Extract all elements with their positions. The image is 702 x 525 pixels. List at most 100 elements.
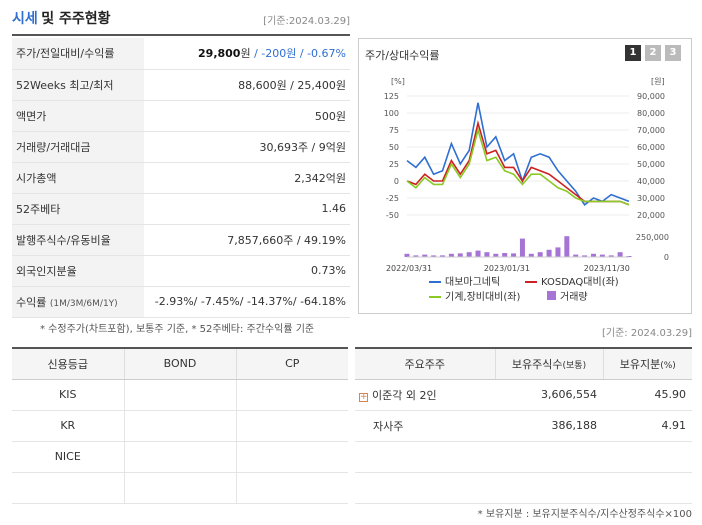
holder-name-cell: + 이준각 외 2인 <box>355 379 495 411</box>
legend-label: KOSDAQ대비(좌) <box>541 276 619 288</box>
row-value: 30,693주 / 9억원 <box>144 131 350 163</box>
holder-pct: 45.90 <box>603 379 692 411</box>
holder-name-cell <box>355 472 495 504</box>
row-label: 발행주식수/유동비율 <box>12 224 144 256</box>
y2-tick-label: 80,000 <box>637 109 665 118</box>
row-label: 52Weeks 최고/최저 <box>12 69 144 101</box>
holder-name-cell <box>355 441 495 473</box>
y2-tick-label: 90,000 <box>637 92 665 101</box>
cp-cell <box>236 379 348 411</box>
chart-title: 주가/상대수익률 <box>365 49 440 62</box>
row-label-text: 수익률 <box>16 295 47 309</box>
row-value: 500원 <box>144 100 350 132</box>
chart-tab-2[interactable]: 2 <box>645 45 661 61</box>
row-value: 2,342억원 <box>144 162 350 194</box>
agency-cell: KIS <box>12 379 125 411</box>
holder-name: 자사주 <box>373 419 404 433</box>
cp-cell <box>236 472 348 504</box>
y-tick-label: -25 <box>386 194 399 203</box>
table-row: 자사주 386,188 4.91 <box>355 410 692 442</box>
bond-cell <box>124 410 237 442</box>
section-title-sub: 및 주주현황 <box>41 11 111 27</box>
row-label: 외국인지분율 <box>12 255 144 287</box>
chart-tabs: 1 2 3 <box>625 45 681 61</box>
bond-cell <box>124 472 237 504</box>
table-header-row: 주요주주 보유주식수(보통) 보유지분(%) <box>355 347 692 380</box>
y-tick-label: 25 <box>389 160 399 169</box>
table-row: 거래량/거래대금 30,693주 / 9억원 <box>12 131 350 163</box>
col-header-sub: (보통) <box>562 360 587 371</box>
chart-panel: [%] [원] 125 90,000 100 80,000 75 70,000 50 60,000… <box>358 38 692 314</box>
volume-bar <box>573 254 579 257</box>
row-value: 29,800원 / -200원 / -0.67% <box>144 38 350 70</box>
row-label: 액면가 <box>12 100 144 132</box>
cp-cell <box>236 441 348 473</box>
row-label: 거래량/거래대금 <box>12 131 144 163</box>
holder-shares <box>495 472 603 504</box>
expand-plus-icon[interactable]: + <box>359 391 368 402</box>
legend-label: 대보마그네틱 <box>445 276 500 288</box>
bond-cell <box>124 379 237 411</box>
col-header-text: 보유주식수 <box>511 357 563 371</box>
volume-bar <box>493 253 499 257</box>
volume-bar <box>466 252 472 257</box>
holders-footnote: * 보유지분 : 보유지분주식수/지수산정주식수×100 <box>477 509 692 520</box>
agency-cell: NICE <box>12 441 125 473</box>
quote-footnote: * 수정주가(차트포함), 보통주 기준, * 52주베타: 주간수익률 기준 <box>40 324 315 335</box>
col-header: BOND <box>124 347 237 380</box>
volume-bar <box>422 254 428 257</box>
volume-tick-label: 250,000 <box>636 233 669 242</box>
table-row: 수익률 (1M/3M/6M/1Y) -2.93%/ -7.45%/ -14.37… <box>12 286 350 318</box>
row-label: 수익률 (1M/3M/6M/1Y) <box>12 286 144 318</box>
volume-bar <box>582 255 588 257</box>
y2-tick-label: 60,000 <box>637 143 665 152</box>
volume-bar <box>519 238 525 257</box>
table-row: NICE <box>12 441 348 473</box>
table-row: 외국인지분율 0.73% <box>12 255 350 287</box>
volume-bar <box>528 253 534 257</box>
table-row <box>355 441 692 473</box>
volume-bar <box>502 253 508 257</box>
table-header-row: 신용등급 BOND CP <box>12 347 348 380</box>
volume-bar <box>404 253 410 257</box>
volume-bar <box>475 250 481 257</box>
table-row: 주가/전일대비/수익률 29,800원 / -200원 / -0.67% <box>12 38 350 70</box>
left-axis-unit: [%] <box>391 77 405 86</box>
volume-bar <box>511 253 517 257</box>
volume-bar <box>413 255 419 257</box>
series-line-3 <box>406 126 630 206</box>
section-header: 시세 및 주주현황 [기준:2024.03.29] <box>12 8 350 32</box>
holder-pct: 4.91 <box>603 410 692 442</box>
holders-base-date: [기준: 2024.03.29] <box>601 328 692 339</box>
y2-tick-label: 30,000 <box>637 194 665 203</box>
volume-bar <box>484 252 490 257</box>
legend-label: 거래량 <box>560 291 588 303</box>
table-row: KIS <box>12 379 348 411</box>
chart-tab-1[interactable]: 1 <box>625 45 641 61</box>
row-label: 주가/전일대비/수익률 <box>12 38 144 70</box>
section-title-main: 시세 <box>12 11 38 27</box>
volume-bar <box>555 247 561 257</box>
table-row: 52주베타 1.46 <box>12 193 350 225</box>
agency-cell: KR <box>12 410 125 442</box>
col-header-text: 보유지분 <box>619 357 661 371</box>
legend-volume-swatch <box>547 291 556 300</box>
chart-tab-3[interactable]: 3 <box>665 45 681 61</box>
row-label-period: (1M/3M/6M/1Y) <box>49 298 118 309</box>
x-tick-label: 2023/11/30 <box>584 264 630 273</box>
volume-bar <box>608 255 614 257</box>
col-header-sub: (%) <box>660 360 676 371</box>
credit-rating-table: 신용등급 BOND CP KIS KR NICE <box>12 347 348 504</box>
col-header: 신용등급 <box>12 347 125 380</box>
volume-bar <box>448 253 454 257</box>
volume-bar <box>440 255 446 257</box>
holder-shares <box>495 441 603 473</box>
col-header: CP <box>236 347 348 380</box>
volume-bar <box>457 253 463 257</box>
holder-shares: 3,606,554 <box>495 379 603 411</box>
table-row: 52Weeks 최고/최저 88,600원 / 25,400원 <box>12 69 350 101</box>
row-value: 88,600원 / 25,400원 <box>144 69 350 101</box>
volume-bar <box>599 254 605 257</box>
y-tick-label: 125 <box>384 92 399 101</box>
y2-tick-label: 20,000 <box>637 211 665 220</box>
